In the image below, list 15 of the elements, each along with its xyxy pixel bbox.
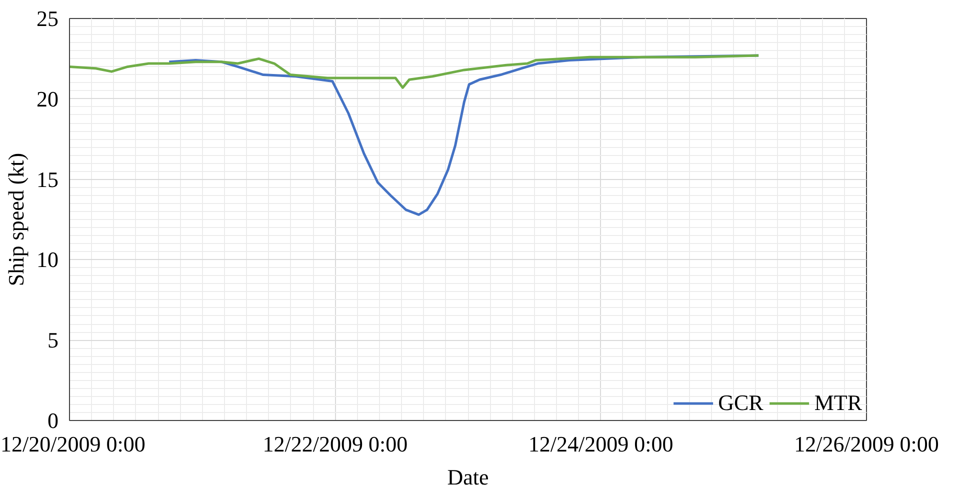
line-series xyxy=(70,54,760,89)
legend-label: MTR xyxy=(814,390,862,416)
x-axis-title: Date xyxy=(447,464,489,490)
y-axis-title: Ship speed (kt) xyxy=(4,152,28,286)
y-tick-label: 15 xyxy=(36,166,58,192)
x-tick-label: 12/20/2009 0:00 xyxy=(0,432,146,456)
legend-label: GCR xyxy=(718,390,764,416)
y-tick-label: 20 xyxy=(36,86,58,112)
x-tick-label: 12/26/2009 0:00 xyxy=(794,432,939,456)
y-tick-label: 25 xyxy=(36,6,58,31)
y-tick-label: 10 xyxy=(36,247,58,272)
x-tick-label: 12/24/2009 0:00 xyxy=(528,432,674,456)
y-tick-label: 0 xyxy=(48,408,58,433)
x-tick-label: 12/22/2009 0:00 xyxy=(262,432,408,456)
y-tick-label: 5 xyxy=(48,328,58,353)
